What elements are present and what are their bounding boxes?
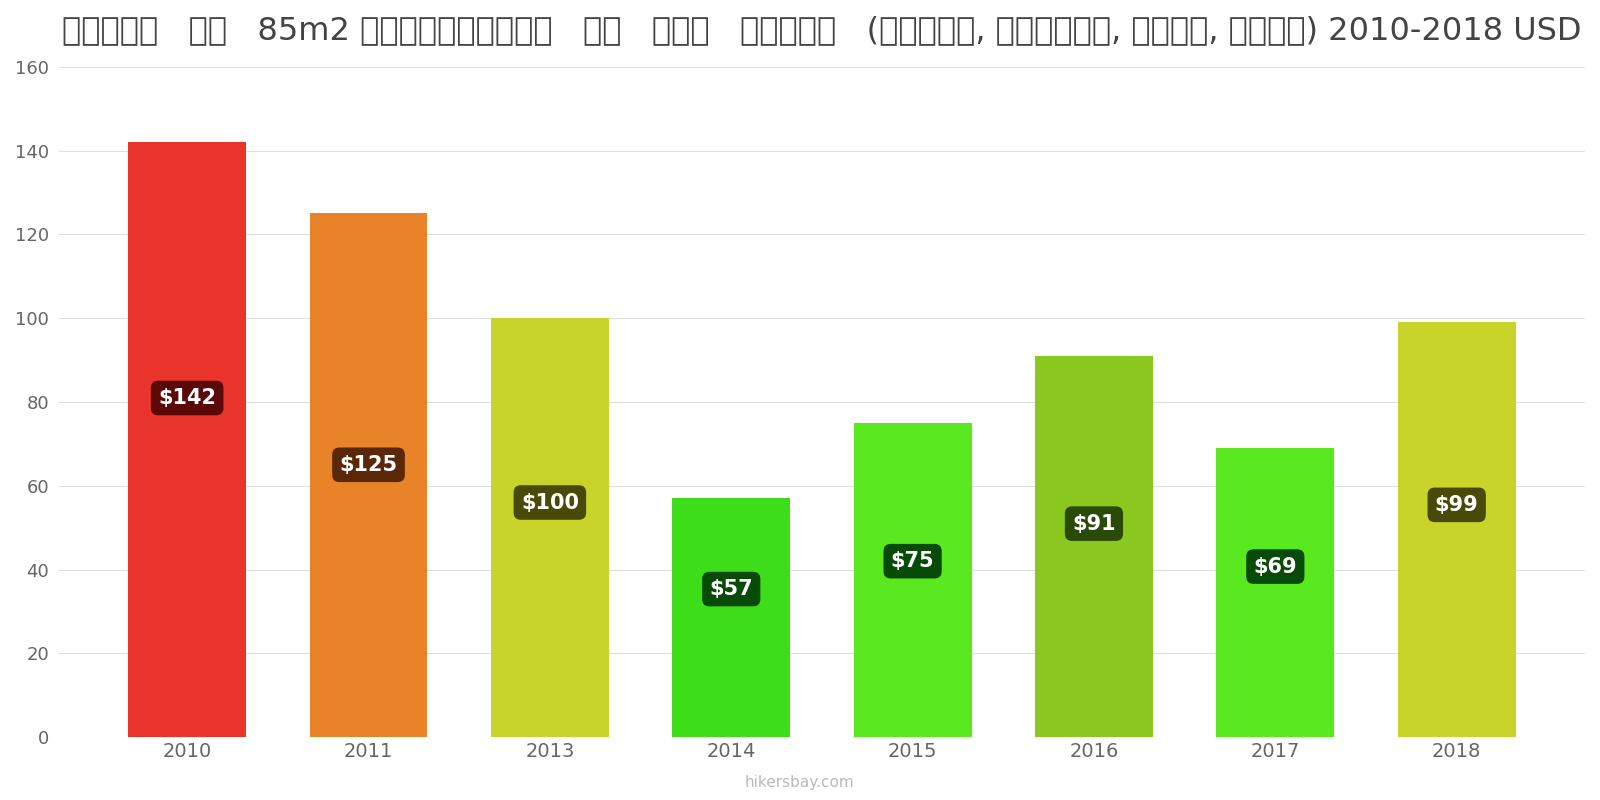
Bar bbox=[672, 498, 790, 737]
Text: $91: $91 bbox=[1072, 514, 1115, 534]
Bar bbox=[309, 214, 427, 737]
Text: $142: $142 bbox=[158, 388, 216, 408]
Text: $100: $100 bbox=[522, 493, 579, 513]
Bar bbox=[1035, 356, 1154, 737]
Bar bbox=[854, 423, 971, 737]
Text: $57: $57 bbox=[709, 579, 754, 599]
Text: $69: $69 bbox=[1253, 557, 1298, 577]
Text: $75: $75 bbox=[891, 551, 934, 571]
Text: hikersbay.com: hikersbay.com bbox=[746, 775, 854, 790]
Title: पनामा   एक   85m2 अपार्टमेंट   के   लिए   शुल्क   (बिजली, हीटिंग, पानी, कचरा) 20: पनामा एक 85m2 अपार्टमेंट के लिए शुल्क (ब… bbox=[62, 15, 1582, 46]
Bar bbox=[1216, 448, 1334, 737]
Bar bbox=[1398, 322, 1515, 737]
Text: $99: $99 bbox=[1435, 495, 1478, 515]
Bar bbox=[491, 318, 610, 737]
Bar bbox=[128, 142, 246, 737]
Text: $125: $125 bbox=[339, 455, 397, 475]
